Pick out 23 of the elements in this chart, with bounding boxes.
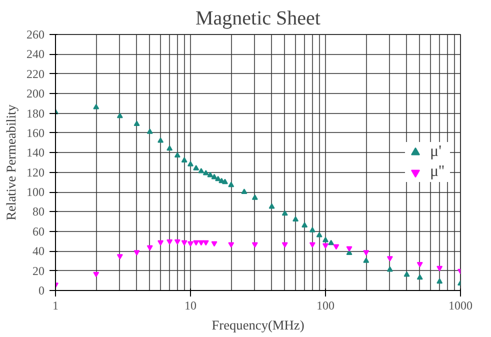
y-tick-label: 40 xyxy=(32,244,44,258)
x-tick-label: 1 xyxy=(52,298,58,312)
y-tick-label: 80 xyxy=(32,204,44,219)
y-tick-label: 220 xyxy=(26,66,44,81)
y-tick-label: 0 xyxy=(38,284,44,298)
y-tick-label: 120 xyxy=(26,165,44,180)
y-tick-label: 60 xyxy=(32,224,44,238)
x-tick-label: 10 xyxy=(184,298,196,312)
x-tick-label: 100 xyxy=(316,298,334,312)
y-tick-label: 20 xyxy=(32,264,44,278)
y-tick-label: 200 xyxy=(26,86,44,101)
legend-label: μ'' xyxy=(430,163,446,181)
y-tick-label: 240 xyxy=(26,47,44,62)
y-axis-title: Relative Permeability xyxy=(4,104,18,220)
x-axis-title: Frequency(MHz) xyxy=(212,318,304,332)
x-tick-label: 1000 xyxy=(448,298,472,312)
chart-title: Magnetic Sheet xyxy=(196,8,321,30)
y-tick-label: 100 xyxy=(26,185,44,200)
y-tick-label: 160 xyxy=(26,126,44,140)
y-tick-label: 260 xyxy=(26,28,44,42)
y-tick-label: 140 xyxy=(26,146,44,160)
y-tick-label: 180 xyxy=(26,106,44,120)
legend-label: μ' xyxy=(430,143,442,161)
